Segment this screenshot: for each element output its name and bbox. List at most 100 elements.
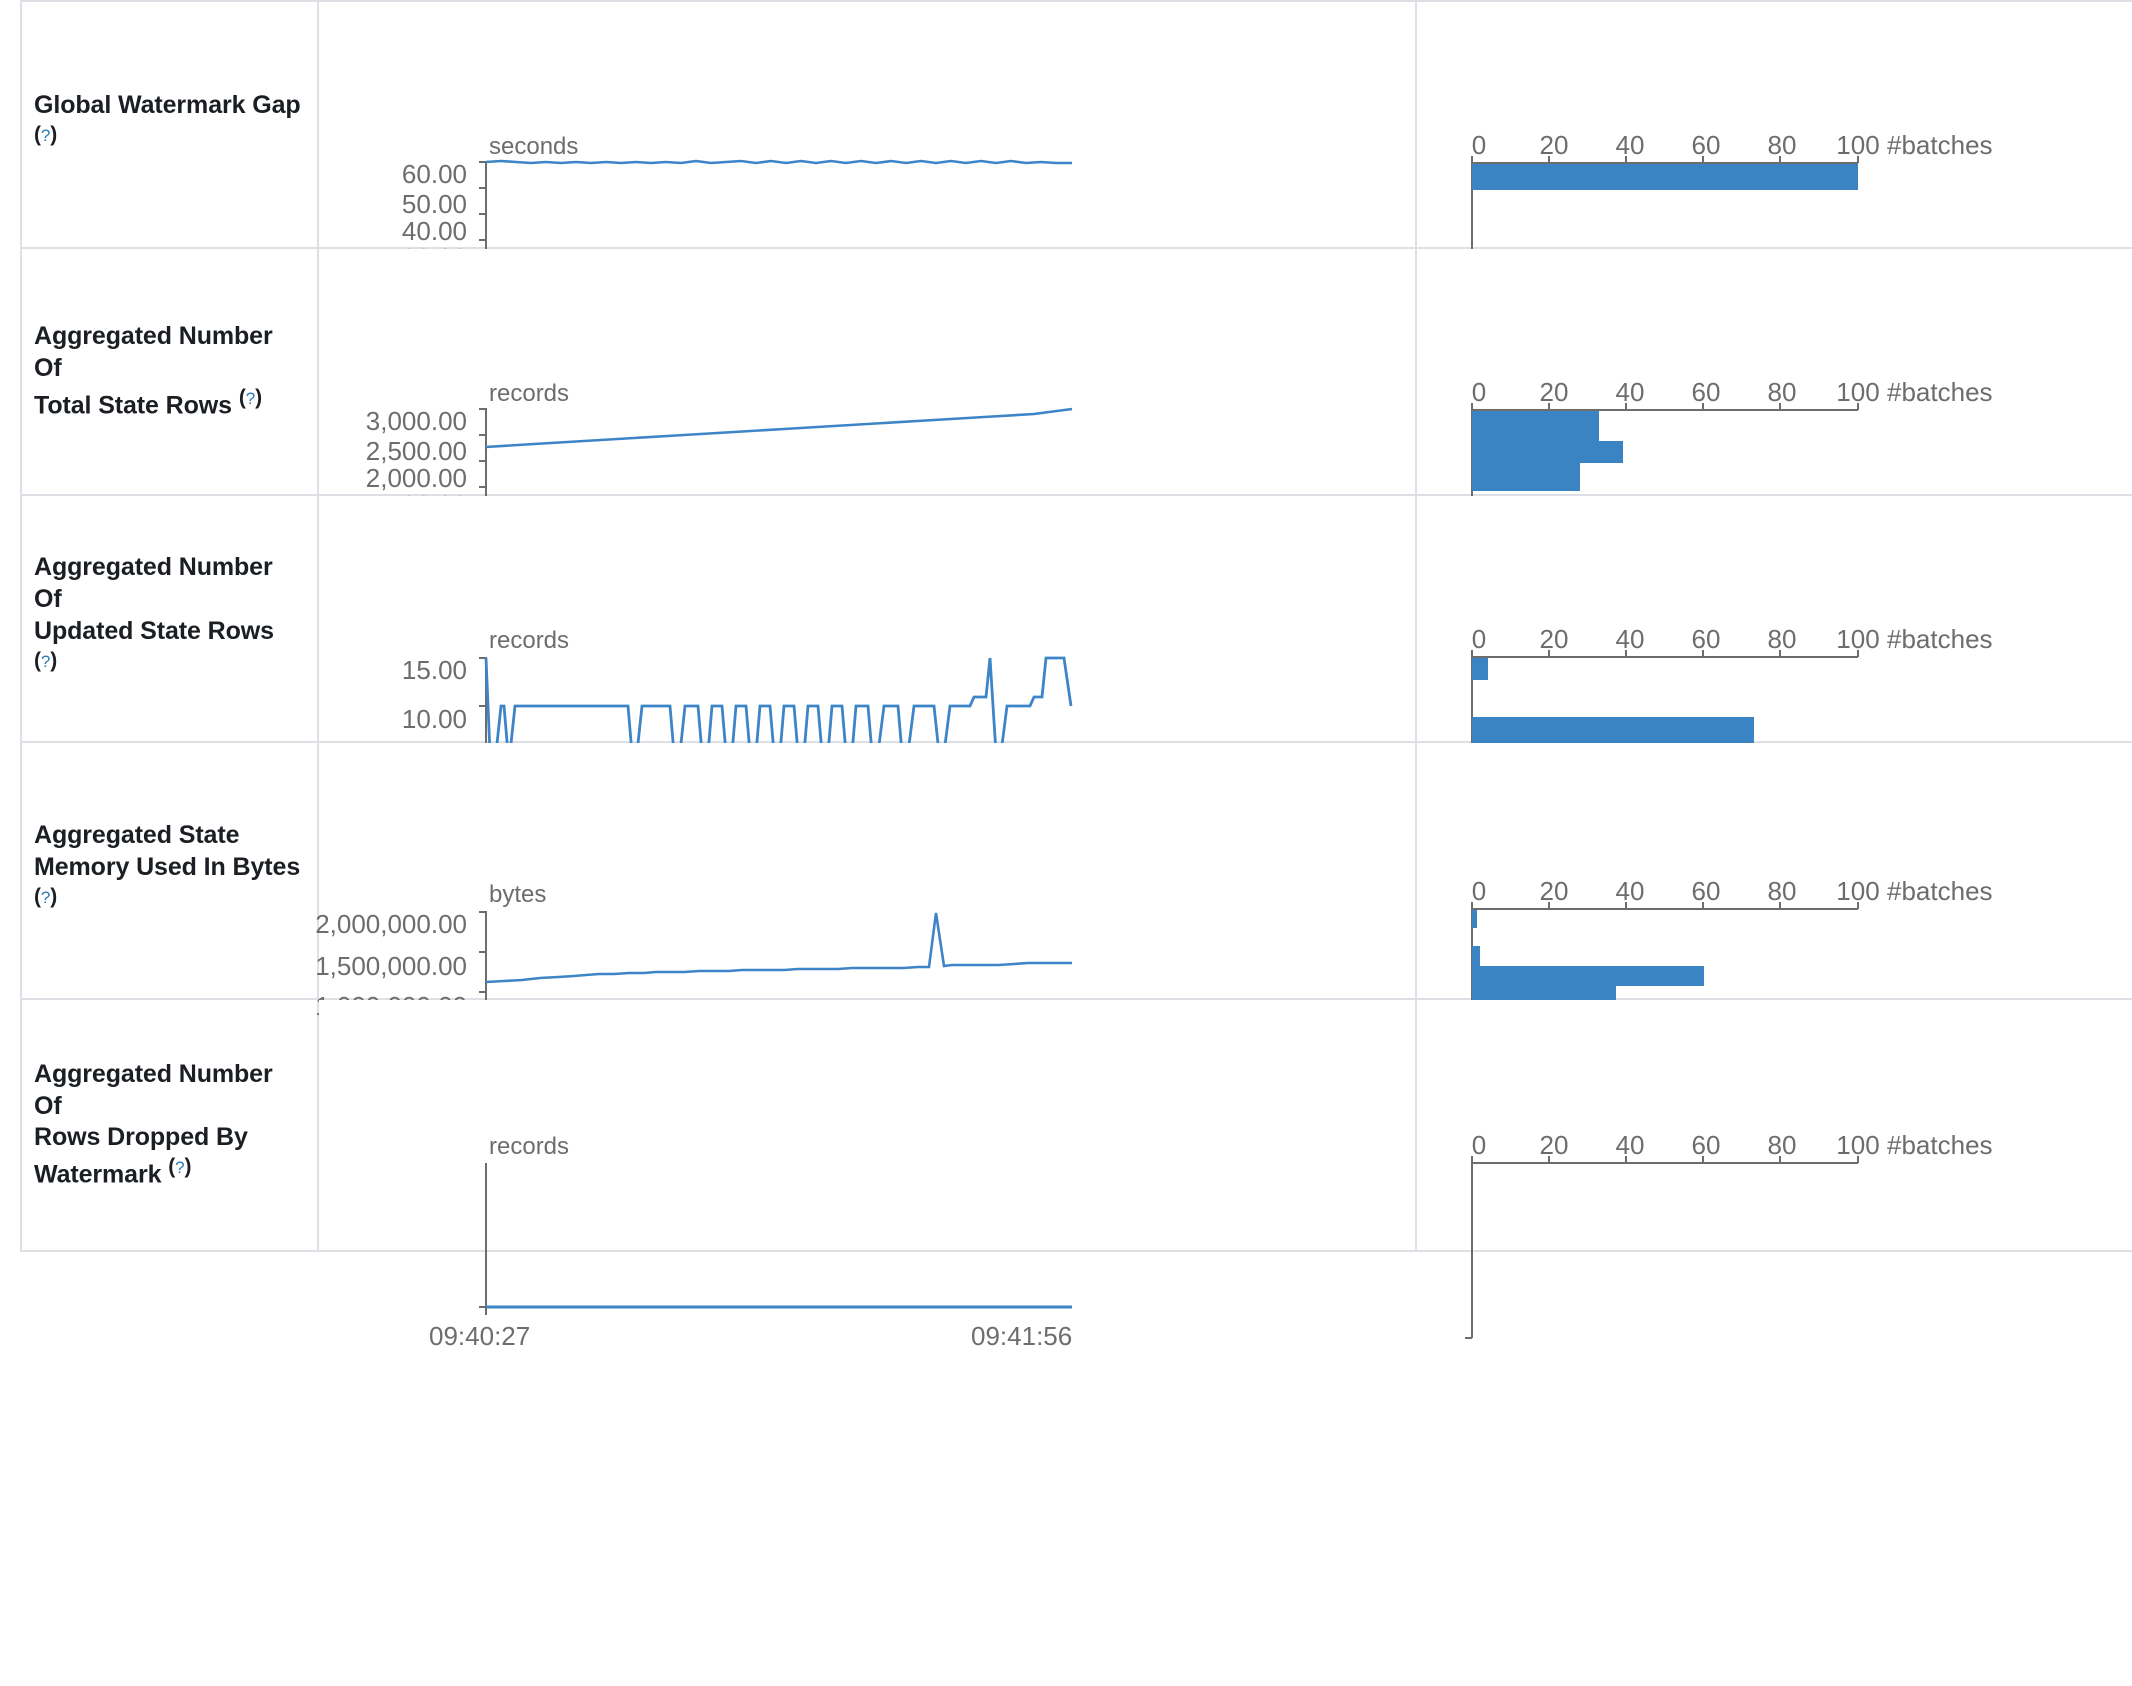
x-tick-label: 40 (1615, 376, 1645, 407)
histogram-plot-svg (1465, 402, 1859, 586)
histogram-unit-label: #batches (1887, 875, 1993, 906)
table-row: Aggregated Number Of Updated State Rows … (20, 495, 2132, 845)
histogram-unit-label: #batches (1887, 129, 1993, 160)
y-tick-label: 1,500,000.00 (315, 950, 467, 981)
metrics-table-body: Global Watermark Gap (?) seconds 60.00 5… (20, 0, 2132, 1351)
histogram-x-axis-labels: 0 20 40 60 80 100 (1417, 876, 2132, 906)
x-tick-label: 60 (1691, 623, 1721, 654)
metric-name-cell: Global Watermark Gap (?) (20, 0, 319, 249)
histogram-bar (1472, 163, 1858, 190)
histogram-unit-label: #batches (1887, 376, 1993, 407)
help-icon[interactable]: (?) (34, 648, 58, 672)
histogram-cell: 0 20 40 60 80 100 #batches (1416, 999, 2132, 1339)
histogram-plot-svg (1465, 155, 1859, 334)
x-tick-label: 60 (1691, 129, 1721, 160)
table-row: Aggregated Number Of Total State Rows (?… (20, 248, 2132, 600)
histogram-plot-svg (1465, 1156, 1859, 1339)
x-tick-label: 20 (1539, 623, 1569, 654)
histogram-bar (1472, 410, 1599, 441)
help-icon[interactable]: (?) (34, 884, 58, 908)
histogram-bar (1472, 440, 1623, 463)
timeline-chart-cell: records 15.00 10.00 5.00 0.00 (318, 495, 1417, 845)
metric-title: Aggregated Number Of Total State Rows (?… (34, 321, 301, 422)
y-tick-label: 2,500.00 (365, 435, 467, 466)
x-tick-label: 0 (1471, 1130, 1487, 1160)
histogram-bar (1472, 909, 1477, 928)
timeline-unit-label: records (489, 1133, 570, 1160)
timeline-series-line (485, 407, 1073, 448)
histogram-bar (1472, 965, 1704, 986)
metric-title-line: Aggregated Number Of (34, 553, 273, 614)
metric-name-cell: Aggregated State Memory Used In Bytes (?… (20, 742, 319, 1000)
x-tick-label: 100 (1836, 1130, 1880, 1160)
metric-name-cell: Aggregated Number Of Total State Rows (?… (20, 248, 319, 496)
histogram-cell: 0 20 40 60 80 100 #batches (1416, 742, 2132, 1095)
timeline-x-start-label: 09:40:27 (429, 1321, 531, 1351)
x-tick-label: 40 (1615, 875, 1645, 906)
metric-title: Aggregated Number Of Updated State Rows … (34, 552, 301, 684)
timeline-series-line (485, 912, 1072, 983)
metric-title-line: Updated State Rows (34, 616, 274, 645)
histogram-unit-label: #batches (1887, 623, 1993, 654)
metric-title-line: Aggregated Number Of (34, 1059, 273, 1120)
help-icon[interactable]: (?) (34, 122, 58, 146)
x-tick-label: 80 (1767, 129, 1797, 160)
timeline-series-line (484, 656, 1073, 754)
x-tick-label: 0 (1471, 129, 1487, 160)
histogram-x-axis-labels: 0 20 40 60 80 100 (1417, 377, 2132, 407)
x-tick-label: 100 (1836, 376, 1880, 407)
timeline-chart-cell: seconds 60.00 50.00 40.00 30.00 20.00 10… (318, 0, 1417, 353)
x-tick-label: 40 (1615, 129, 1645, 160)
histogram-cell: 0 20 40 60 80 100 #batches (1416, 495, 2132, 838)
y-tick-label: 2,000.00 (365, 462, 467, 493)
timeline-chart-cell: records 3,000.00 2,500.00 2,000.00 1,500… (318, 248, 1417, 600)
table-row: Aggregated State Memory Used In Bytes (?… (20, 742, 2132, 1106)
histogram-unit-label: #batches (1887, 1130, 1993, 1160)
x-tick-label: 100 (1836, 623, 1880, 654)
metric-title-line: Aggregated Number Of (34, 322, 273, 382)
y-tick-label: 15.00 (401, 654, 467, 685)
timeline-chart-cell: bytes 2,000,000.00 1,500,000.00 1,000,00… (315, 742, 1417, 1106)
histogram-bar (1472, 945, 1480, 966)
y-tick-label: 60.00 (401, 158, 467, 189)
histogram-cell: 0 20 40 60 80 100 #batches (1416, 248, 2132, 586)
x-tick-label: 20 (1539, 376, 1569, 407)
timeline-unit-label: records (489, 626, 570, 654)
metric-name-cell: Aggregated Number Of Rows Dropped By Wat… (20, 999, 319, 1252)
y-tick-label: 2,000,000.00 (315, 908, 467, 939)
x-tick-label: 0 (1471, 376, 1487, 407)
x-tick-label: 80 (1767, 623, 1797, 654)
histogram-cell: 0 20 40 60 80 100 #batches (1416, 0, 2132, 334)
y-tick-label: 40.00 (401, 215, 467, 246)
metric-title-line: Watermark (34, 1160, 162, 1189)
x-tick-label: 100 (1836, 875, 1880, 906)
histogram-x-axis-labels: 0 20 40 60 80 100 (1417, 130, 2132, 160)
timeline-unit-label: bytes (489, 880, 547, 908)
metric-title-line: Total State Rows (34, 391, 232, 420)
metric-title-line: Aggregated State (34, 821, 240, 850)
x-tick-label: 60 (1691, 875, 1721, 906)
metric-title: Global Watermark Gap (?) (34, 90, 301, 159)
x-tick-label: 20 (1539, 1130, 1569, 1160)
y-tick-label: 10.00 (401, 703, 467, 734)
histogram-bar (1472, 462, 1580, 491)
timeline-plot-svg (479, 1163, 1072, 1315)
y-tick-label: 50.00 (401, 188, 467, 219)
y-tick-label: 3,000.00 (365, 405, 467, 436)
x-tick-label: 0 (1471, 875, 1487, 906)
histogram-x-axis-labels: 0 20 40 60 80 100 (1417, 624, 2132, 654)
table-row: Global Watermark Gap (?) seconds 60.00 5… (20, 0, 2132, 353)
timeline-x-end-label: 09:41:56 (971, 1321, 1073, 1351)
histogram-plot-svg (1465, 649, 1859, 838)
x-tick-label: 60 (1691, 1130, 1721, 1160)
x-tick-label: 20 (1539, 875, 1569, 906)
histogram-bar (1472, 716, 1754, 746)
table-row: Aggregated Number Of Rows Dropped By Wat… (20, 999, 2132, 1351)
x-tick-label: 0 (1471, 623, 1487, 654)
help-icon[interactable]: (?) (238, 385, 262, 409)
x-tick-label: 80 (1767, 1130, 1797, 1160)
metric-title-line: Memory Used In Bytes (34, 852, 301, 881)
help-icon[interactable]: (?) (168, 1155, 192, 1179)
x-tick-label: 40 (1615, 623, 1645, 654)
